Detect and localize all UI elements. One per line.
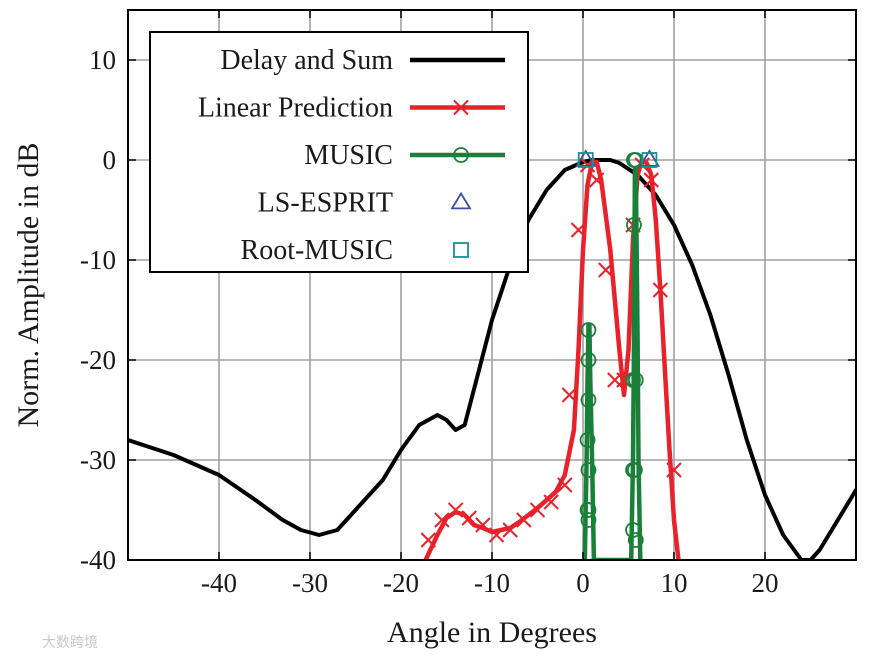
data-point-x-marker — [434, 512, 450, 528]
legend-label: LS-ESPRIT — [258, 188, 393, 219]
legend-circle-marker — [453, 147, 469, 163]
data-point-triangle-marker — [638, 149, 661, 167]
x-tick-label: 10 — [661, 568, 688, 598]
data-point-circle-marker — [626, 462, 643, 478]
y-tick-label: -10 — [80, 245, 116, 275]
series-line — [423, 157, 681, 560]
data-point-circle-marker — [579, 432, 596, 448]
data-point-x-marker — [543, 494, 559, 510]
data-point-x-marker — [652, 282, 669, 298]
series-root-music — [577, 152, 658, 168]
x-axis-title: Angle in Degrees — [387, 616, 597, 649]
x-tick-label: -30 — [292, 568, 328, 598]
data-point-circle-marker — [580, 322, 597, 338]
series-line — [128, 158, 856, 560]
y-tick-label: -40 — [80, 545, 116, 575]
x-tick-label: 20 — [752, 568, 779, 598]
data-point-circle-marker — [580, 352, 597, 368]
legend-triangle-marker — [450, 191, 472, 210]
legend-square-marker — [453, 242, 469, 258]
y-tick-label: -20 — [80, 345, 116, 375]
data-point-x-marker — [643, 172, 659, 188]
x-tick-label: -40 — [201, 568, 237, 598]
legend-label: Linear Prediction — [198, 93, 393, 124]
data-point-circle-marker — [580, 392, 597, 408]
series-ls-esprit — [575, 149, 661, 167]
data-point-x-marker — [561, 387, 578, 403]
data-point-circle-marker — [580, 462, 597, 478]
data-point-square-marker — [577, 152, 594, 168]
data-point-x-marker — [447, 502, 464, 518]
series-layer — [128, 149, 856, 560]
series-linear-prediction — [420, 157, 682, 560]
data-point-circle-marker — [627, 532, 644, 548]
legend-x-marker — [453, 99, 469, 116]
data-point-x-marker — [516, 512, 532, 528]
x-tick-label: 0 — [576, 568, 590, 598]
legend-label: Delay and Sum — [220, 45, 393, 76]
data-point-circle-marker — [580, 502, 597, 518]
series-music — [579, 152, 644, 560]
y-axis-title: Norm. Amplitude in dB — [12, 143, 45, 428]
legend-box — [149, 31, 529, 273]
y-tick-label: 0 — [103, 145, 117, 175]
x-tick-label: -20 — [383, 568, 419, 598]
data-point-x-marker — [461, 510, 477, 526]
axis-ticks: -40 -30 -20 -10 0 10 20 10 0 -10 -20 -30 -40 — [80, 10, 856, 598]
data-point-triangle-marker — [575, 149, 597, 167]
series-delay-and-sum — [128, 158, 856, 560]
legend-label: MUSIC — [304, 140, 393, 171]
data-point-x-marker — [529, 502, 546, 518]
y-tick-label: 10 — [89, 45, 116, 75]
data-point-x-marker — [666, 462, 682, 478]
y-tick-label: -30 — [80, 445, 116, 475]
data-point-x-marker — [420, 532, 437, 548]
data-point-x-marker — [557, 477, 573, 493]
data-point-circle-marker — [627, 372, 644, 388]
data-point-square-marker — [641, 152, 658, 168]
x-tick-label: -10 — [474, 568, 510, 598]
data-point-circle-marker — [626, 217, 642, 233]
data-point-circle-marker — [625, 522, 641, 538]
data-point-x-marker — [502, 522, 518, 538]
data-point-x-marker — [570, 222, 587, 238]
data-point-x-marker — [488, 527, 505, 543]
data-point-x-marker — [475, 517, 491, 533]
data-point-x-marker — [598, 262, 614, 278]
legend: Delay and Sum Linear Prediction MUSIC LS-ES… — [149, 31, 529, 273]
data-point-x-marker — [588, 172, 605, 188]
legend-label: Root-MUSIC — [241, 235, 393, 266]
data-point-circle-marker — [580, 512, 597, 528]
watermark-text: 大数跨境 — [42, 635, 98, 651]
